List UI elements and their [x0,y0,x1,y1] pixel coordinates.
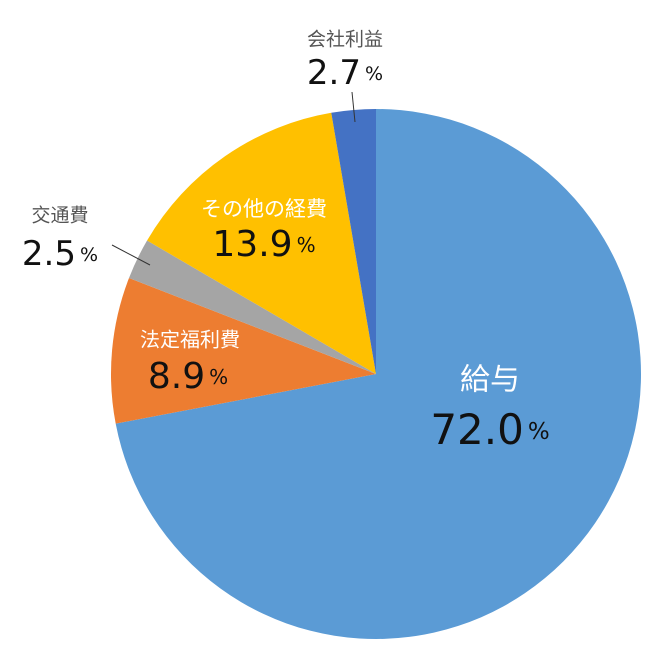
slice [115,109,642,639]
value-number: 2.7 [307,53,361,93]
value-unit: % [528,419,550,445]
value-label: 8.9% [148,356,228,397]
value-number: 2.5 [22,234,76,274]
slice [111,277,376,424]
slice [147,112,376,374]
slice [331,109,376,374]
slice-label: 会社利益 [307,29,383,51]
value-label: 13.9% [212,224,315,265]
value-unit: % [297,233,316,257]
value-number: 13.9 [212,224,292,265]
value-unit: % [209,365,228,389]
value-unit: % [365,63,383,85]
slices [111,109,642,639]
value-number: 72.0 [430,405,524,454]
slice-label: 交通費 [31,205,88,227]
value-label: 2.7% [307,53,383,93]
slice-label: その他の経費 [201,197,327,221]
value-unit: % [80,244,98,266]
value-label: 2.5% [22,234,98,274]
value-number: 8.9 [148,356,205,397]
slice-label: 法定福利費 [140,328,240,352]
slice-label: 給与 [460,363,520,398]
slice [129,240,376,374]
leader-line [111,244,151,266]
leader-line [351,91,356,123]
value-label: 72.0% [430,405,549,454]
